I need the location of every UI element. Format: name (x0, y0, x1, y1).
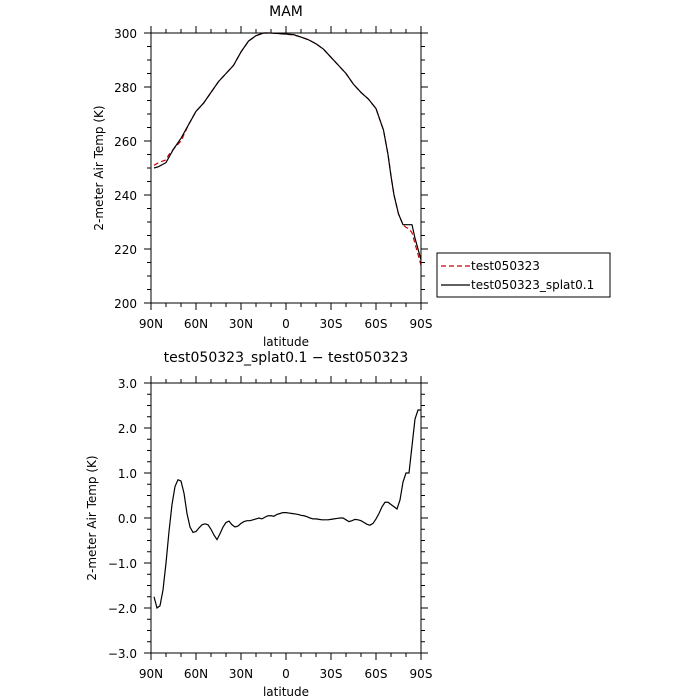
top-ytick-label: 280 (114, 81, 137, 95)
bottom-xtick-label: 30N (229, 667, 253, 681)
top-plot-frame (150, 32, 422, 304)
top-xtick-label: 90N (139, 317, 163, 331)
bottom-tick-marks (144, 376, 428, 660)
bottom-xtick-label: 90N (139, 667, 163, 681)
bottom-ytick-label: −2.0 (108, 602, 137, 616)
bottom-xtick-label: 60N (184, 667, 208, 681)
top-ytick-label: 200 (114, 297, 137, 311)
top-ylabel: 2-meter Air Temp (K) (92, 105, 106, 230)
bottom-ytick-label: −1.0 (108, 557, 137, 571)
bottom-xlabel: latitude (263, 685, 309, 699)
bottom-xtick-labels: 90N 60N 30N 0 30S 60S 90S (139, 667, 433, 681)
bottom-xtick-label: 30S (320, 667, 343, 681)
bottom-ytick-label: −3.0 (108, 647, 137, 661)
top-ytick-label: 220 (114, 243, 137, 257)
top-tick-marks (144, 26, 428, 310)
bottom-ytick-labels: −3.0 −2.0 −1.0 0.0 1.0 2.0 3.0 (108, 377, 137, 661)
bottom-xtick-label: 0 (282, 667, 290, 681)
top-ytick-label: 300 (114, 27, 137, 41)
legend: test050323 test050323_splat0.1 (436, 252, 611, 298)
bottom-plot-frame (150, 382, 422, 654)
bottom-ytick-label: 3.0 (118, 377, 137, 391)
panel-bottom: test050323_splat0.1 − test050323 2-meter… (85, 350, 432, 699)
legend-label-test050323-splat0.1: test050323_splat0.1 (471, 278, 594, 292)
top-ytick-labels: 200 220 240 260 280 300 (114, 27, 137, 311)
difference-series-line (153, 409, 421, 610)
top-xtick-label: 0 (282, 317, 290, 331)
top-xtick-labels: 90N 60N 30N 0 30S 60S 90S (139, 317, 433, 331)
top-xtick-label: 30N (229, 317, 253, 331)
bottom-ytick-label: 2.0 (118, 422, 137, 436)
top-ytick-label: 240 (114, 189, 137, 203)
top-ytick-label: 260 (114, 135, 137, 149)
top-xtick-label: 30S (320, 317, 343, 331)
top-title: MAM (269, 4, 303, 20)
bottom-ytick-label: 1.0 (118, 467, 137, 481)
bottom-xtick-label: 60S (365, 667, 388, 681)
series-line-test050323 (153, 32, 422, 266)
bottom-ylabel: 2-meter Air Temp (K) (85, 455, 99, 580)
bottom-xtick-label: 90S (410, 667, 433, 681)
top-xtick-label: 90S (410, 317, 433, 331)
series-line-test050323-splat0.1 (153, 32, 422, 260)
top-xlabel: latitude (263, 335, 309, 349)
panel-top: MAM 2-meter Air Temp (K) latitude 90N 60… (92, 4, 432, 349)
bottom-ytick-label: 0.0 (118, 512, 137, 526)
legend-box (436, 252, 611, 298)
legend-label-test050323: test050323 (471, 259, 540, 273)
top-xtick-label: 60N (184, 317, 208, 331)
bottom-title: test050323_splat0.1 − test050323 (164, 350, 409, 366)
top-xtick-label: 60S (365, 317, 388, 331)
